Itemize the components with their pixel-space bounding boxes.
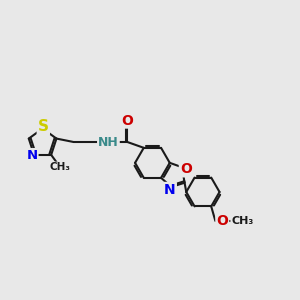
Text: O: O: [122, 114, 134, 128]
Text: N: N: [164, 183, 176, 197]
Text: NH: NH: [98, 136, 119, 148]
Text: N: N: [26, 149, 38, 162]
Text: O: O: [216, 214, 228, 228]
Text: CH₃: CH₃: [49, 162, 70, 172]
Text: CH₃: CH₃: [231, 216, 254, 226]
Text: S: S: [38, 119, 49, 134]
Text: O: O: [180, 162, 192, 176]
